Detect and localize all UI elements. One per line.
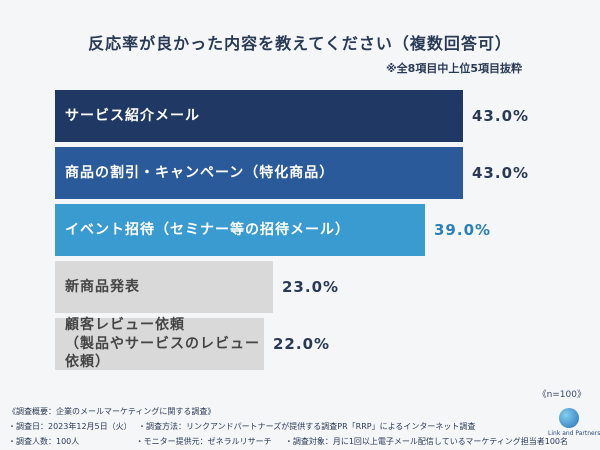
bar-2: 商品の割引・キャンペーン（特化商品） (55, 147, 463, 199)
sample-size: 《n=100》 (537, 390, 586, 400)
survey-date: ・調査日：2023年12月5日（火） (8, 422, 132, 432)
bar-chart: サービス紹介メール 43.0% 商品の割引・キャンペーン（特化商品） 43.0% イベン… (55, 90, 575, 370)
chart-note: ※全8項目中上位5項目抜粋 (385, 62, 522, 75)
chart-title: 反応率が良かった内容を教えてください（複数回答可） (88, 34, 512, 53)
bar-5: 顧客レビュー依頼 （製品やサービスのレビュー依頼） (55, 316, 264, 371)
bar-label-3: イベント招待（セミナー等の招待メール） (65, 221, 350, 238)
bar-4: 新商品発表 (55, 261, 273, 313)
logo-text: Link and Partners (548, 430, 600, 437)
bar-value-4: 23.0% (282, 278, 340, 296)
bar-label-1: サービス紹介メール (65, 107, 200, 124)
bar-value-1: 43.0% (472, 107, 530, 125)
logo-icon (559, 408, 579, 428)
survey-footer: 《調査概要：企業のメールマーケティングに関する調査》 ・調査日：2023年12月… (8, 404, 568, 450)
bar-value-5: 22.0% (273, 335, 331, 353)
bar-value-2: 43.0% (472, 164, 530, 182)
bar-3: イベント招待（セミナー等の招待メール） (55, 204, 425, 256)
bar-1: サービス紹介メール (55, 90, 463, 142)
bar-value-3: 39.0% (434, 221, 492, 239)
bar-label-5: 顧客レビュー依頼 （製品やサービスのレビュー依頼） (65, 316, 260, 371)
survey-respondents: ・調査人数：100人 (8, 437, 80, 447)
survey-target: ・調査対象：月に1回以上電子メール配信しているマーケティング担当者100名 (284, 437, 568, 447)
survey-method: ・調査方法：リンクアンドパートナーズが提供する調査PR「RRP」によるインターネ… (138, 422, 476, 432)
company-logo: Link and Partners (548, 408, 600, 442)
survey-title: 《調査概要：企業のメールマーケティングに関する調査》 (8, 407, 216, 416)
bar-label-2: 商品の割引・キャンペーン（特化商品） (65, 164, 335, 181)
bar-label-4: 新商品発表 (65, 278, 140, 295)
survey-monitor: ・モニター提供元：ゼネラルリサーチ (135, 437, 272, 447)
